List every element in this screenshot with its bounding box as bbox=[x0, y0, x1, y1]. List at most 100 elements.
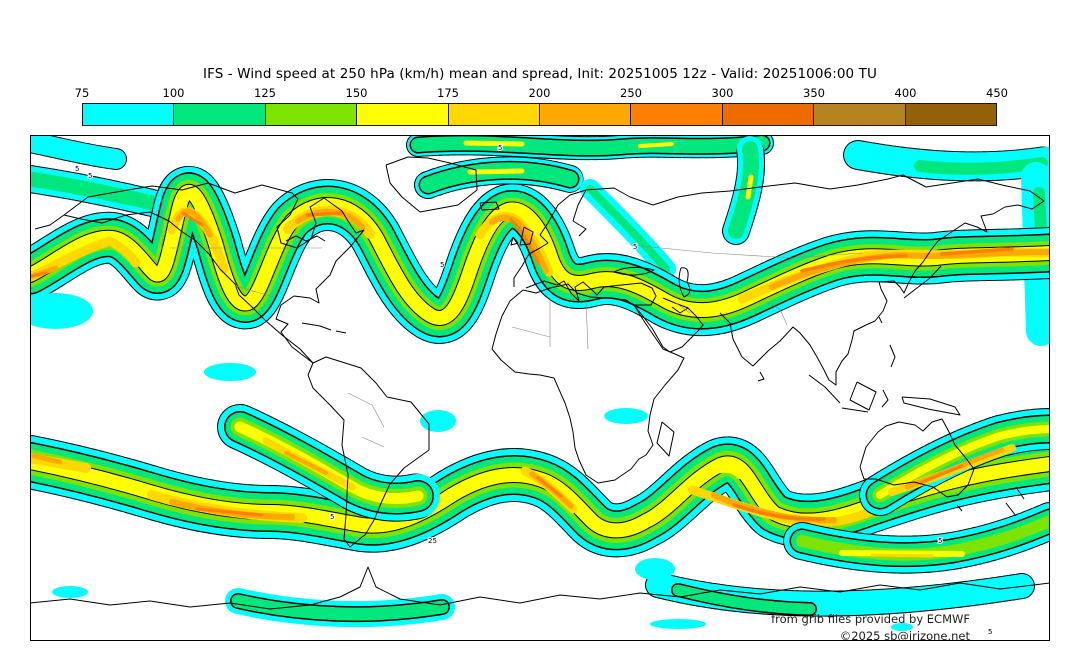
jet-stream-band bbox=[30, 236, 141, 282]
coastlines bbox=[30, 156, 1050, 610]
coastline bbox=[572, 189, 587, 222]
attribution-source: from grib files provided by ECMWF bbox=[771, 612, 970, 626]
spread-label: 5 bbox=[938, 537, 942, 545]
chart-title: IFS - Wind speed at 250 hPa (km/h) mean … bbox=[203, 66, 877, 82]
low-wind-patch bbox=[30, 293, 93, 329]
coastline bbox=[889, 344, 896, 368]
low-wind-patch bbox=[604, 408, 648, 424]
jet-stream-band bbox=[175, 208, 213, 238]
coastline bbox=[301, 322, 332, 331]
colorbar-tick: 175 bbox=[437, 86, 459, 100]
colorbar bbox=[82, 103, 997, 126]
colorbar-tick: 200 bbox=[528, 86, 551, 100]
colorbar-tick: 350 bbox=[803, 86, 825, 100]
colorbar-tick-labels: 75 100 125 150 175 200 250 300 350 400 450 bbox=[75, 86, 1008, 100]
spread-label: 5 bbox=[498, 144, 502, 152]
jet-stream-band bbox=[1033, 187, 1047, 239]
colorbar-segment bbox=[447, 104, 540, 125]
jet-stream-band bbox=[876, 425, 1050, 499]
low-wind-patch bbox=[891, 623, 913, 631]
country-border bbox=[766, 301, 788, 326]
attribution-copyright: ©2025 sb@irizone.net bbox=[840, 629, 971, 641]
coastline bbox=[510, 236, 519, 246]
colorbar-tick: 450 bbox=[986, 86, 1008, 100]
coastline bbox=[479, 201, 500, 211]
coastline bbox=[956, 504, 963, 512]
jet-stream-band bbox=[586, 185, 670, 273]
jet-stream-band bbox=[284, 451, 328, 475]
country-border bbox=[347, 392, 385, 428]
spread-label: 5 bbox=[440, 261, 444, 269]
colorbar-tick: 75 bbox=[74, 86, 90, 100]
jet-stream-band bbox=[195, 507, 264, 517]
low-wind-patch bbox=[52, 586, 88, 598]
colorbar-segment bbox=[264, 104, 357, 125]
coastline bbox=[849, 381, 877, 411]
jet-stream-band bbox=[231, 594, 449, 621]
colorbar-segment bbox=[356, 104, 448, 125]
map-svg: 5 5 5 5 5 5 5 5 25 from grib files provi… bbox=[30, 135, 1050, 641]
spread-label: 5 bbox=[988, 628, 992, 636]
colorbar-segment bbox=[630, 104, 722, 125]
coastline bbox=[525, 280, 657, 306]
jet-stream-band bbox=[839, 550, 965, 557]
jet-stream-band bbox=[509, 218, 540, 265]
country-border bbox=[585, 300, 589, 350]
coastline bbox=[678, 267, 691, 298]
coastline bbox=[901, 396, 961, 416]
colorbar-tick: 100 bbox=[162, 86, 185, 100]
country-border bbox=[361, 436, 385, 448]
coastline bbox=[30, 566, 1050, 610]
jet-stream-band bbox=[914, 157, 1048, 175]
coastline bbox=[285, 235, 326, 242]
coastline bbox=[903, 265, 942, 299]
spread-label: 5 bbox=[330, 513, 334, 521]
coastline bbox=[385, 156, 478, 213]
jet-stream-band bbox=[638, 142, 674, 148]
coastline bbox=[656, 421, 675, 457]
coastline bbox=[757, 371, 765, 382]
attribution: from grib files provided by ECMWF ©2025 … bbox=[771, 612, 970, 641]
colorbar-segment bbox=[721, 104, 814, 125]
coastline bbox=[613, 266, 655, 276]
jet-stream-band bbox=[940, 247, 1014, 256]
country-border bbox=[675, 302, 691, 314]
coastline bbox=[1005, 502, 1017, 517]
country-border bbox=[629, 244, 863, 259]
colorbar-tick: 400 bbox=[894, 86, 917, 100]
coastline bbox=[1015, 486, 1025, 500]
coastline bbox=[335, 330, 347, 334]
coastline bbox=[878, 316, 883, 324]
low-wind-patch bbox=[650, 619, 706, 629]
colorbar-segment bbox=[173, 104, 265, 125]
jet-stream-band bbox=[181, 211, 204, 227]
jet-stream-band bbox=[31, 453, 63, 465]
jet-stream-band bbox=[467, 168, 525, 175]
coastline bbox=[633, 297, 704, 353]
jet-stream-band bbox=[30, 135, 126, 169]
jet-stream-band bbox=[306, 211, 344, 217]
country-borders bbox=[161, 183, 863, 448]
country-border bbox=[234, 285, 275, 298]
map-border bbox=[30, 135, 1050, 641]
jet-stream-band bbox=[800, 254, 908, 273]
jet-stream-band bbox=[489, 214, 549, 274]
coastline bbox=[572, 220, 587, 237]
spread-label-25: 25 bbox=[428, 537, 437, 545]
coastline bbox=[513, 234, 549, 287]
coastline bbox=[859, 418, 975, 498]
colorbar-tick: 250 bbox=[620, 86, 642, 100]
coastline bbox=[719, 204, 1019, 386]
country-border bbox=[511, 326, 551, 338]
coastline bbox=[307, 356, 430, 548]
wind-speed-shading bbox=[30, 135, 1050, 631]
spread-label: 5 bbox=[88, 172, 92, 180]
coastline bbox=[808, 374, 841, 404]
coastline bbox=[63, 211, 314, 364]
jet-stream-band bbox=[694, 464, 744, 484]
colorbar-tick: 150 bbox=[345, 86, 368, 100]
coastline bbox=[34, 214, 65, 230]
low-wind-patch bbox=[420, 410, 456, 432]
jet-stream-band bbox=[732, 503, 826, 521]
